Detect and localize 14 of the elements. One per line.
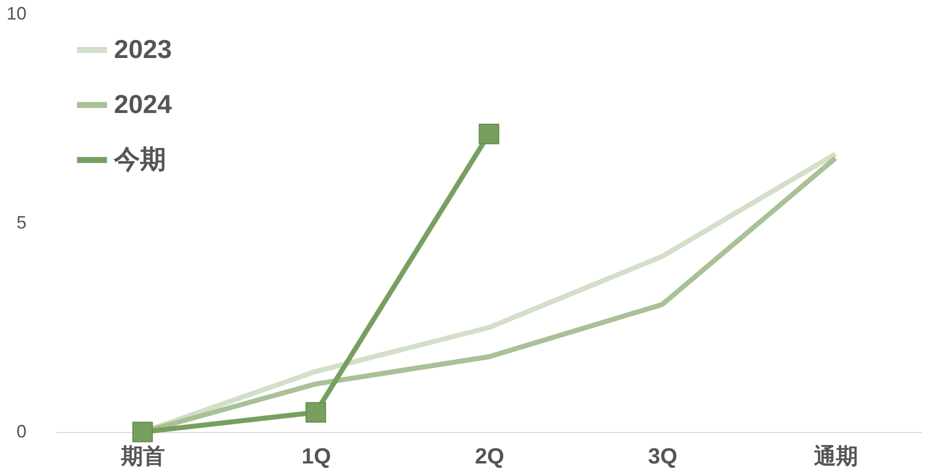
y-tick-label: 10 xyxy=(6,4,26,24)
x-tick-label: 1Q xyxy=(302,444,331,468)
point xyxy=(306,402,326,423)
x-tick-label: 3Q xyxy=(648,444,678,468)
x-tick-label: 通期 xyxy=(812,444,858,468)
legend-label: 今期 xyxy=(113,144,166,174)
x-tick-label: 期首 xyxy=(120,444,166,468)
point xyxy=(478,124,500,144)
y-tick-label: 0 xyxy=(16,422,26,442)
point xyxy=(132,422,153,442)
y-tick-label: 5 xyxy=(16,212,26,232)
legend-label: 2023 xyxy=(114,34,172,64)
x-tick-label: 2Q xyxy=(474,444,504,468)
legend-label: 2024 xyxy=(114,89,172,119)
